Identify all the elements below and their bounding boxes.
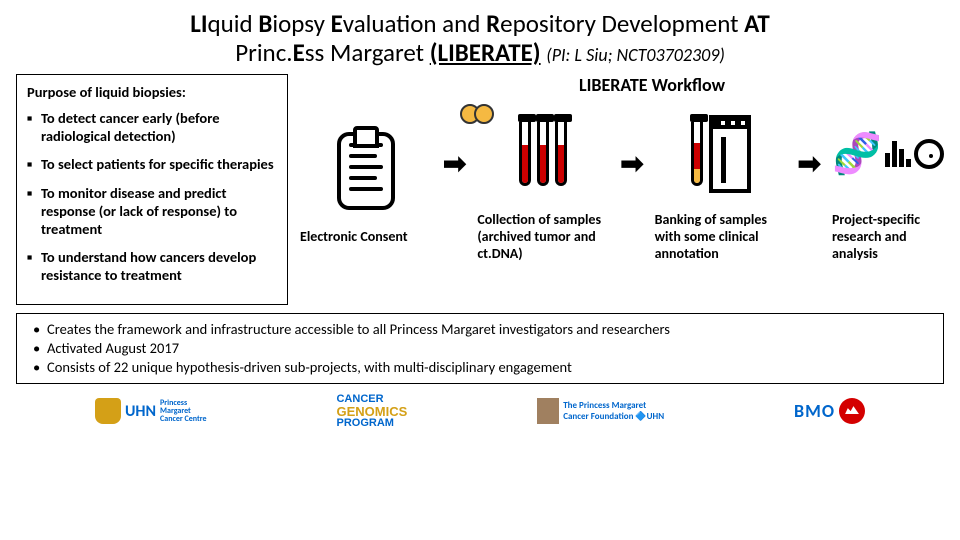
- clipboard-icon: [337, 121, 395, 221]
- purpose-item: To monitor disease and predict response …: [27, 184, 277, 238]
- workflow-caption: Banking of samples with some clinical an…: [651, 212, 791, 262]
- arrow-icon: ➡: [620, 146, 643, 221]
- purpose-list: To detect cancer early (before radiologi…: [27, 109, 277, 284]
- workflow-panel: LIBERATE Workflow Electronic Consent ➡ C…: [288, 74, 960, 305]
- summary-item: Activated August 2017: [33, 339, 933, 358]
- workflow-caption: Collection of samples (archived tumor an…: [473, 212, 613, 262]
- purpose-item: To select patients for specific therapie…: [27, 155, 277, 173]
- freezer-icon: [691, 104, 751, 204]
- arrow-icon: ➡: [443, 146, 466, 221]
- dna-analysis-icon: 🧬: [832, 104, 944, 204]
- summary-box: Creates the framework and infrastructure…: [16, 313, 944, 384]
- bmo-logo: BMO: [794, 398, 865, 424]
- title-line-2: Princ.Ess Margaret (LIBERATE) (PI: L Siu…: [0, 37, 960, 68]
- workflow-caption: Electronic Consent: [296, 229, 436, 246]
- cgp-logo: CANCER GENOMICS PROGRAM: [336, 394, 407, 429]
- logo-bar: UHN Princess Margaret Cancer Centre CANC…: [0, 394, 960, 429]
- summary-item: Creates the framework and infrastructure…: [33, 320, 933, 339]
- workflow-step-analysis: 🧬 Project-specific research and analysis: [828, 104, 948, 262]
- purpose-item: To understand how cancers develop resist…: [27, 248, 277, 284]
- slide-title: LIquid Biopsy Evaluation and Repository …: [0, 0, 960, 68]
- arrow-icon: ➡: [798, 146, 821, 221]
- tubes-icon: [516, 104, 570, 204]
- purpose-header: Purpose of liquid biopsies:: [27, 83, 277, 101]
- shield-icon: [95, 398, 121, 424]
- workflow-step-consent: Electronic Consent: [296, 121, 436, 246]
- sample-decoration-icon: [460, 104, 500, 128]
- workflow-title: LIBERATE Workflow: [356, 74, 948, 96]
- purpose-box: Purpose of liquid biopsies: To detect ca…: [16, 74, 288, 305]
- building-icon: [537, 398, 559, 424]
- title-line-1: LIquid Biopsy Evaluation and Repository …: [0, 8, 960, 39]
- pmcf-logo: The Princess Margaret Cancer Foundation …: [537, 398, 664, 424]
- workflow-caption: Project-specific research and analysis: [828, 212, 948, 262]
- workflow-step-banking: Banking of samples with some clinical an…: [651, 104, 791, 262]
- summary-item: Consists of 22 unique hypothesis-driven …: [33, 358, 933, 377]
- purpose-item: To detect cancer early (before radiologi…: [27, 109, 277, 145]
- bmo-roundel-icon: [839, 398, 865, 424]
- uhn-logo: UHN Princess Margaret Cancer Centre: [95, 398, 207, 424]
